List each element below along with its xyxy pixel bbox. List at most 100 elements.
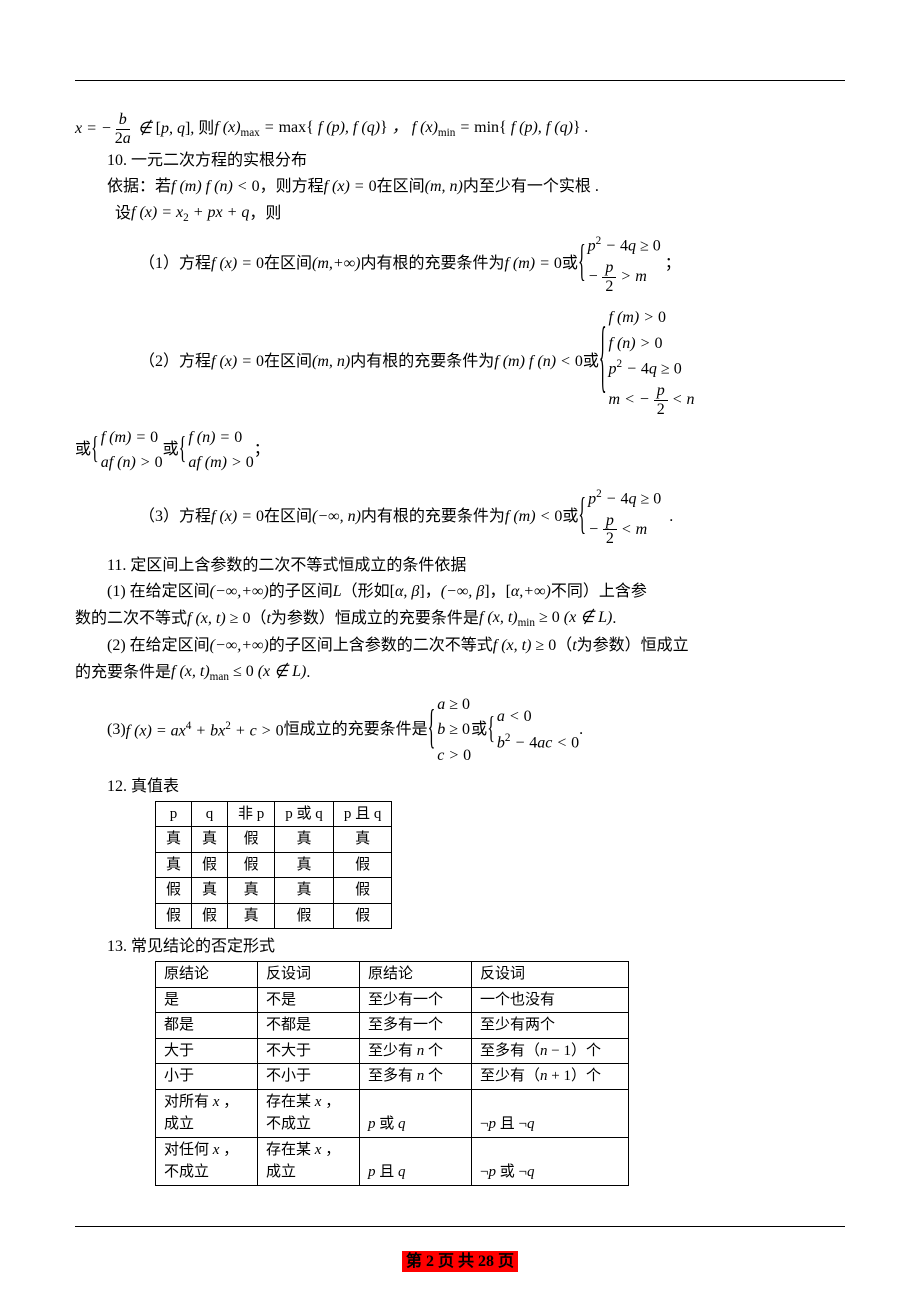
p2b-t1: 的充要条件是 [75,661,171,685]
let-post: ，则 [249,202,281,226]
p1a-m5: [α,+∞) [506,580,551,604]
i1-post: ； [661,252,681,276]
i1-m1: f (x) = 0 [211,252,264,276]
sec12-title: 12. 真值表 [75,775,845,799]
th: 反设词 [258,962,360,988]
i2-t3: 内有根的充要条件为 [350,350,494,374]
table-row: 对任何 x ，不成立存在某 x ，成立p 且 q¬p 或 ¬q [156,1137,629,1185]
i2-r1: f (m) > 0 [609,305,695,331]
let-math: f (x) = x2 + px + q [131,201,249,227]
top-rule [75,80,845,81]
top-formula: x = − b2a ∉ [p, q], 则 f (x)max = max{ f … [75,111,845,147]
sec11-p2b: 的充要条件是 f (x, t)man ≤ 0 (x ∉ L) . [75,660,845,686]
p1b-t3: . [612,607,616,631]
p3-sys-b: { a < 0 b2 − 4ac < 0 [487,704,579,756]
i2-r3: p2 − 4q ≥ 0 [609,356,695,382]
p1a-t6: 不同）上含参 [551,580,647,604]
i1-num: （1）方程 [139,252,211,276]
sec10-item2-or: 或 { f (m) = 0 af (n) > 0 或 { f (n) = 0 a… [75,425,845,476]
sec11-title: 11. 定区间上含参数的二次不等式恒成立的条件依据 [75,554,845,578]
basis-math2: f (x) = 0 [324,175,377,199]
bottom-rule [75,1226,845,1227]
truth-table: p q 非 p p 或 q p 且 q 真真假真真 真假假真假 假真真真假 假假… [155,801,392,930]
i3-r1: p2 − 4q ≥ 0 [588,486,661,512]
p3a-r3: c > 0 [437,743,471,769]
p3-post: . [579,718,583,742]
negation-table: 原结论 反设词 原结论 反设词 是不是至少有一个一个也没有 都是不都是至多有一个… [155,961,629,1186]
p2a-t3b: 为参数）恒成立 [577,634,689,658]
i2-num: （2）方程 [139,350,211,374]
sec10-item1: （1）方程 f (x) = 0 在区间 (m,+∞) 内有根的充要条件为 f (… [75,233,845,295]
basis-mid: ，则方程 [260,175,324,199]
formula-lhs: x = − [75,117,112,141]
i3-m1: f (x) = 0 [211,505,264,529]
p1a-m2: L [333,580,342,604]
i1-r1: p2 − 4q ≥ 0 [588,233,661,259]
p3b-r2: b2 − 4ac < 0 [497,730,579,756]
table-row: 原结论 反设词 原结论 反设词 [156,962,629,988]
th: p [156,801,192,827]
p3-t1: (3) [107,718,126,742]
i2-m2: (m, n) [312,350,350,374]
i2a-r2: af (n) > 0 [101,450,163,476]
p1b-t2b: 为参数）恒成立的充要条件是 [271,607,479,631]
i3-post: . [661,505,673,529]
p3a-r2: b ≥ 0 [437,717,471,743]
i3-system: { p2 − 4q ≥ 0 − p2 < m [578,486,661,548]
p3a-r1: a ≥ 0 [437,692,471,718]
i2-t2: 在区间 [264,350,312,374]
p3-m1: f (x) = ax4 + bx2 + c > 0 [126,718,284,743]
i2-m1: f (x) = 0 [211,350,264,374]
p2b-t2: . [306,661,310,685]
i2-or-b: { f (n) = 0 af (m) > 0 [179,425,254,476]
p3b-r1: a < 0 [497,704,579,730]
p1a-t5: ， [490,580,506,604]
i2-or-a: { f (m) = 0 af (n) > 0 [91,425,163,476]
content: x = − b2a ∉ [p, q], 则 f (x)max = max{ f … [75,111,845,1186]
table-row: 是不是至少有一个一个也没有 [156,987,629,1013]
table-row: 对所有 x ，成立存在某 x ，不成立p 或 q¬p 且 ¬q [156,1089,629,1137]
p1b-m2: f (x, t)min ≥ 0 (x ∉ L) [479,606,612,632]
table-row: 都是不都是至多有一个至少有两个 [156,1013,629,1039]
basis-end: 内至少有一个实根 . [463,175,599,199]
sec11-p1a: (1) 在给定区间 (−∞,+∞) 的子区间 L （形如 [α, β] ， (−… [75,580,845,604]
p1a-t1: (1) 在给定区间 [107,580,210,604]
p1a-t4: ， [425,580,441,604]
i2-r2: f (n) > 0 [609,331,695,357]
th: 原结论 [156,962,258,988]
p2a-t1: (2) 在给定区间 [107,634,210,658]
p1b-t2: （ [250,607,266,631]
i2or-pre: 或 [75,438,91,462]
table-row: 真假假真假 [156,852,392,878]
i3-r2: − p2 < m [588,512,661,548]
i1-t3: 内有根的充要条件为 [360,252,504,276]
text-ze1: 则 [198,117,214,141]
p2a-m1: (−∞,+∞) [210,634,269,658]
sec10-let: 设 f (x) = x2 + px + q ，则 [75,201,845,227]
page: x = − b2a ∉ [p, q], 则 f (x)max = max{ f … [0,0,920,1311]
th: 原结论 [360,962,472,988]
i3-t4: 或 [562,505,578,529]
th: p 或 q [275,801,334,827]
sec10-item3: （3）方程 f (x) = 0 在区间 (−∞, n) 内有根的充要条件为 f … [75,486,845,548]
i2-system: { f (m) > 0 f (n) > 0 p2 − 4q ≥ 0 m < − … [599,305,695,418]
i3-t3: 内有根的充要条件为 [361,505,505,529]
table-row: 假真真真假 [156,878,392,904]
fx-max: f (x)max = max{ f (p), f (q)} ， [214,116,411,142]
basis-mid2: 在区间 [377,175,425,199]
i3-m3: f (m) < 0 [505,505,562,529]
sec10-title: 10. 一元二次方程的实根分布 [75,149,845,173]
i2b-r1: f (n) = 0 [188,425,253,451]
basis-math3: (m, n) [425,175,463,199]
i3-t2: 在区间 [264,505,312,529]
frac-b-2a: b2a [112,111,134,147]
i1-r2: − p2 > m [588,259,661,295]
p1a-m4: (−∞, β] [441,580,490,604]
notin: ∉ [p, q], [134,117,199,141]
sec11-p1b: 数的二次不等式 f (x, t) ≥ 0 （ t 为参数）恒成立的充要条件是 f… [75,606,845,632]
i2b-r2: af (m) > 0 [188,450,253,476]
th: 非 p [228,801,275,827]
th: 反设词 [472,962,629,988]
i2-r4: m < − p2 < n [609,382,695,418]
sec10-item2: （2）方程 f (x) = 0 在区间 (m, n) 内有根的充要条件为 f (… [75,305,845,418]
